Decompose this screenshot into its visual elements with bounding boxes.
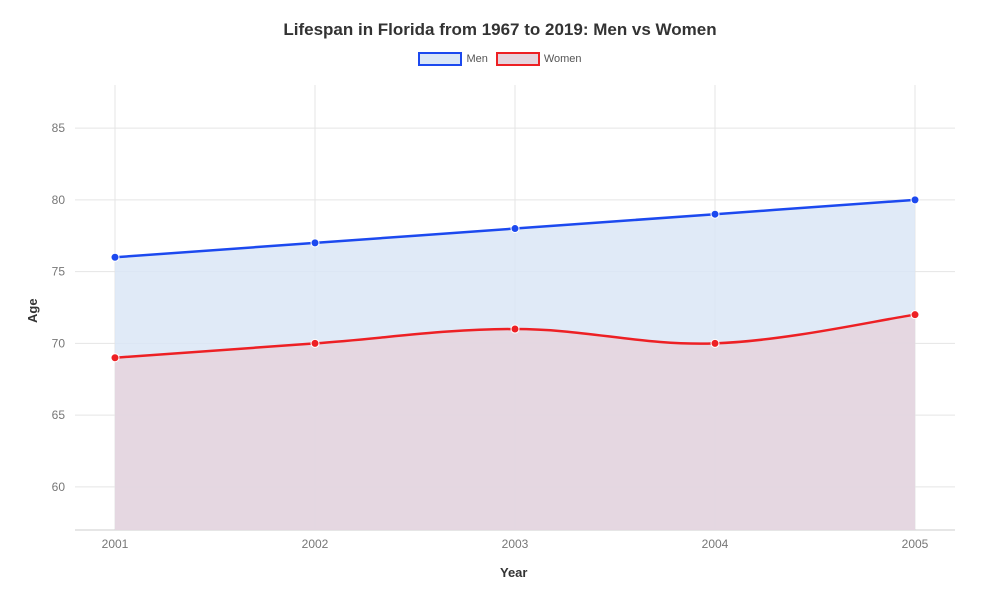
svg-text:80: 80 [52, 193, 66, 207]
plot-area: 60 65 70 75 80 85 2001 2002 2003 2004 2005 [0, 0, 1000, 600]
svg-text:2001: 2001 [102, 537, 129, 551]
svg-text:2003: 2003 [502, 537, 529, 551]
svg-text:70: 70 [52, 336, 66, 350]
svg-text:65: 65 [52, 408, 66, 422]
svg-text:2002: 2002 [302, 537, 329, 551]
svg-text:2005: 2005 [902, 537, 929, 551]
svg-text:2004: 2004 [702, 537, 729, 551]
svg-text:85: 85 [52, 121, 66, 135]
svg-text:60: 60 [52, 480, 66, 494]
chart-container: Lifespan in Florida from 1967 to 2019: M… [0, 0, 1000, 600]
svg-text:75: 75 [52, 265, 66, 279]
